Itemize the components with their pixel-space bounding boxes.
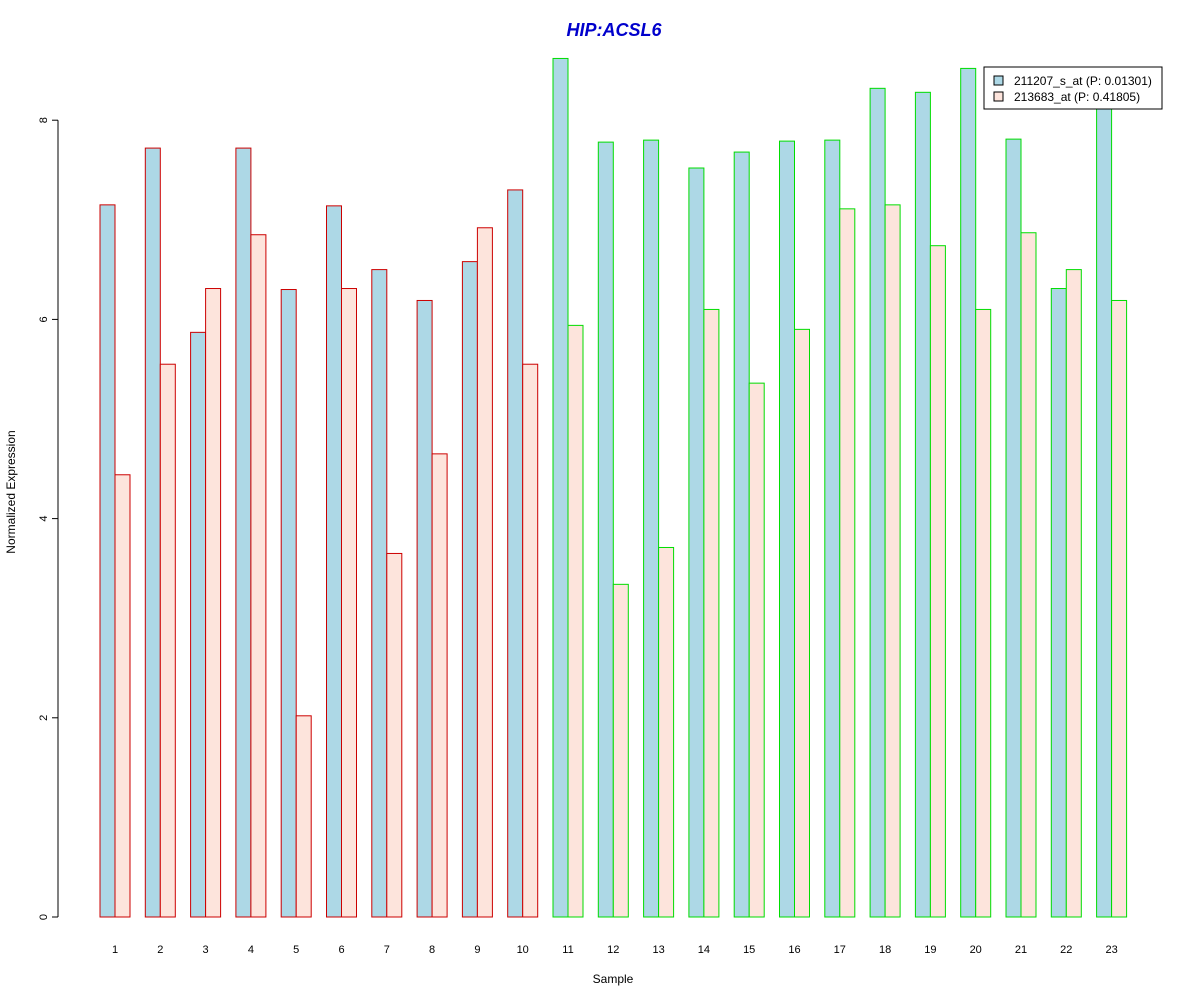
bar-sample-18-series-2 <box>884 204 901 918</box>
bar-sample-3-series-2 <box>205 288 222 918</box>
bar-sample-20-series-2 <box>975 308 992 918</box>
bar-sample-6-series-2 <box>341 288 357 918</box>
legend-label-series-1: 211207_s_at (P: 0.01301) <box>1014 74 1152 88</box>
bar-sample-6-series-1 <box>326 205 342 918</box>
x-tick-label: 10 <box>517 944 529 956</box>
bar-sample-19-series-1 <box>914 91 931 918</box>
x-tick-label: 11 <box>562 944 573 956</box>
x-tick-label: 12 <box>607 944 619 956</box>
bar-sample-12-series-1 <box>597 141 614 918</box>
bar-sample-11-series-1 <box>552 57 569 918</box>
x-tick-label: 16 <box>788 944 800 956</box>
bar-sample-14-series-1 <box>688 167 705 918</box>
y-tick-label: 4 <box>38 516 50 522</box>
bar-sample-2-series-2 <box>159 363 176 918</box>
bar-sample-22-series-2 <box>1065 269 1082 918</box>
x-tick-label: 20 <box>970 944 982 956</box>
bar-sample-15-series-2 <box>748 382 765 918</box>
legend-box <box>983 66 1163 110</box>
bar-sample-8-series-1 <box>416 299 433 918</box>
bar-sample-16-series-2 <box>794 328 810 918</box>
y-tick-label: 6 <box>38 316 50 322</box>
x-tick-label: 2 <box>157 944 163 956</box>
y-axis-title: Normalized Expression <box>4 430 18 553</box>
bar-sample-21-series-1 <box>1005 138 1022 918</box>
x-tick-label: 19 <box>924 944 936 956</box>
bar-sample-1-series-1 <box>99 204 116 918</box>
bar-sample-17-series-1 <box>824 139 841 918</box>
x-tick-label: 14 <box>698 944 710 956</box>
x-tick-label: 3 <box>203 944 209 956</box>
bar-sample-8-series-2 <box>431 453 448 918</box>
bar-sample-5-series-1 <box>280 289 297 918</box>
bar-sample-15-series-1 <box>733 151 750 918</box>
y-tick-label: 0 <box>38 914 50 920</box>
bar-sample-4-series-2 <box>250 234 267 918</box>
x-axis-labels: 1 2 3 4 5 6 7 8 9 10 11 12 13 14 15 16 17 18 19 20 21 22 23 <box>112 944 1118 956</box>
bar-sample-9-series-2 <box>476 227 493 918</box>
x-tick-label: 22 <box>1060 944 1072 956</box>
x-tick-label: 1 <box>112 944 118 956</box>
y-tick-label: 2 <box>38 715 50 721</box>
bar-sample-19-series-2 <box>929 245 946 918</box>
bar-sample-11-series-2 <box>567 324 584 918</box>
legend-swatch-series-1 <box>993 75 1004 86</box>
bar-sample-10-series-2 <box>522 363 539 918</box>
legend: 211207_s_at (P: 0.01301) 213683_at (P: 0… <box>983 66 1163 110</box>
bar-sample-13-series-1 <box>643 139 660 918</box>
x-tick-label: 9 <box>474 944 480 956</box>
bar-sample-7-series-2 <box>386 552 403 918</box>
bar-sample-14-series-2 <box>703 308 720 918</box>
bar-sample-16-series-1 <box>779 140 795 918</box>
x-tick-label: 6 <box>338 944 344 956</box>
bar-sample-5-series-2 <box>295 715 312 918</box>
x-tick-label: 15 <box>743 944 755 956</box>
x-tick-label: 5 <box>293 944 299 956</box>
x-tick-label: 23 <box>1105 944 1117 956</box>
x-tick-label: 4 <box>248 944 254 956</box>
bar-sample-13-series-2 <box>658 546 675 918</box>
bar-sample-23-series-1 <box>1096 106 1113 918</box>
bar-sample-9-series-1 <box>461 261 478 918</box>
x-axis-title: Sample <box>593 972 634 986</box>
legend-label-series-2: 213683_at (P: 0.41805) <box>1014 90 1140 104</box>
bar-sample-23-series-2 <box>1111 299 1128 918</box>
bars <box>99 57 1128 918</box>
bar-sample-12-series-2 <box>612 583 629 918</box>
bar-sample-20-series-1 <box>960 67 977 918</box>
x-tick-label: 8 <box>429 944 435 956</box>
bar-sample-2-series-1 <box>144 147 161 918</box>
x-tick-label: 18 <box>879 944 891 956</box>
x-tick-label: 7 <box>384 944 390 956</box>
y-tick-label: 8 <box>38 117 50 123</box>
bar-sample-18-series-1 <box>869 87 886 918</box>
bar-sample-10-series-1 <box>507 189 524 918</box>
bar-sample-22-series-1 <box>1050 288 1067 918</box>
x-tick-label: 21 <box>1015 944 1027 956</box>
legend-swatch-series-2 <box>993 91 1004 102</box>
chart-title: HIP:ACSL6 <box>566 20 662 40</box>
x-tick-label: 17 <box>834 944 846 956</box>
bar-sample-17-series-2 <box>839 208 856 918</box>
y-axis: 0 2 4 6 8 <box>38 117 59 920</box>
bar-sample-4-series-1 <box>235 147 252 918</box>
x-tick-label: 13 <box>652 944 664 956</box>
bar-sample-1-series-2 <box>114 474 131 918</box>
bar-sample-7-series-1 <box>371 269 388 918</box>
bar-sample-3-series-1 <box>190 331 207 918</box>
bar-sample-21-series-2 <box>1020 232 1037 918</box>
